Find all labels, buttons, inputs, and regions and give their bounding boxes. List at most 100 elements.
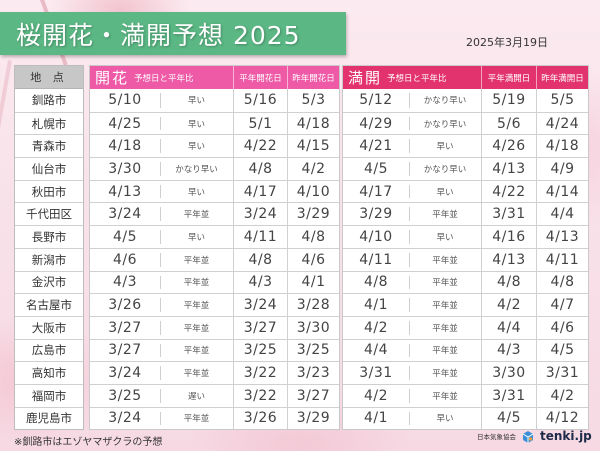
kaika-forecast-date: 5/10 [108, 92, 142, 109]
mankai-compare-normal: 早い [409, 135, 481, 157]
mankai-table-row: 4/8 平年並 4/8 4/8 [343, 270, 588, 294]
kaika-table-row: 4/5 早い 4/11 4/8 [90, 225, 339, 248]
kaika-normal-date: 4/22 [233, 135, 287, 158]
mankai-last-year-date: 4/5 [536, 339, 588, 362]
kaika-last-year-date: 4/8 [287, 226, 339, 248]
kaika-table-row: 4/18 早い 4/22 4/15 [90, 134, 339, 158]
kaika-forecast-date: 4/18 [108, 138, 142, 155]
kaika-compare-normal: 早い [160, 113, 233, 135]
kaika-normal-date: 4/11 [233, 226, 287, 248]
mankai-forecast-date: 4/5 [363, 160, 389, 177]
kaika-forecast-date: 4/5 [112, 228, 138, 245]
kaika-normal-date: 4/17 [233, 180, 287, 203]
kaika-compare-normal: かなり早い [160, 158, 233, 180]
kaika-forecast-date: 3/27 [108, 319, 142, 336]
kaika-forecast-date: 3/24 [108, 206, 142, 223]
location-cell: 広島市 [15, 338, 83, 362]
mankai-normal-date: 4/3 [481, 339, 536, 362]
cherry-branch-decoration [0, 60, 12, 179]
page-title: 桜開花・満開予想 2025 [16, 20, 301, 50]
mankai-last-year-date: 4/24 [536, 112, 588, 135]
kaika-forecast-date: 3/25 [108, 387, 142, 404]
mankai-header-normal: 平年満開日 [481, 66, 536, 89]
mankai-header-forecast: 満開 予想日と平年比 [343, 66, 481, 89]
mankai-normal-date: 4/4 [481, 316, 536, 339]
mankai-forecast-date: 4/10 [359, 228, 393, 245]
mankai-normal-date: 4/26 [481, 135, 536, 158]
footnote: ※釧路市はエゾヤマザクラの予想 [14, 437, 163, 448]
kaika-compare-normal: 平年並 [160, 294, 233, 316]
mankai-table-row: 4/10 早い 4/16 4/13 [343, 225, 588, 248]
location-cell: 福岡市 [15, 383, 83, 407]
location-cell: 秋田市 [15, 179, 83, 203]
mankai-header-last-year: 昨年満開日 [536, 66, 588, 89]
kaika-compare-normal: 平年並 [160, 317, 233, 339]
mankai-normal-date: 4/16 [481, 226, 536, 248]
kaika-table-row: 4/13 早い 4/17 4/10 [90, 179, 339, 203]
kaika-last-year-date: 4/15 [287, 135, 339, 158]
mankai-forecast-date: 4/11 [359, 251, 393, 268]
kaika-compare-normal: 平年並 [160, 340, 233, 362]
mankai-last-year-date: 4/13 [536, 226, 588, 248]
kaika-header-compare: 予想日と平年比 [134, 73, 194, 84]
location-cell: 金沢市 [15, 270, 83, 294]
kaika-normal-date: 3/22 [233, 362, 287, 384]
mankai-table-row: 5/12 かなり早い 5/19 5/5 [343, 89, 588, 112]
kaika-forecast-date: 3/24 [108, 365, 142, 382]
kaika-header-row: 開花 予想日と平年比 平年開花日 昨年開花日 [90, 66, 339, 89]
credit-brand: tenki.jp [540, 429, 592, 443]
kaika-header-last-year: 昨年開花日 [287, 66, 339, 89]
mankai-forecast-date: 5/12 [359, 92, 393, 109]
mankai-table-row: 4/1 早い 4/5 4/12 [343, 406, 588, 430]
mankai-compare-normal: 平年並 [409, 249, 481, 271]
kaika-last-year-date: 5/3 [287, 89, 339, 112]
mankai-table-row: 4/17 早い 4/22 4/14 [343, 179, 588, 203]
mankai-compare-normal: かなり早い [409, 113, 481, 135]
kaika-last-year-date: 4/6 [287, 248, 339, 271]
kaika-forecast-date: 4/13 [108, 183, 142, 200]
location-cell: 名古屋市 [15, 293, 83, 316]
kaika-normal-date: 4/8 [233, 158, 287, 180]
mankai-compare-normal: 早い [409, 181, 481, 203]
mankai-table-row: 4/21 早い 4/26 4/18 [343, 134, 588, 158]
kaika-normal-date: 4/3 [233, 271, 287, 294]
kaika-header-normal: 平年開花日 [233, 66, 287, 89]
kaika-last-year-date: 3/29 [287, 407, 339, 430]
kaika-table-row: 3/27 平年並 3/27 3/30 [90, 315, 339, 339]
location-cell: 札幌市 [15, 111, 83, 135]
mankai-compare-normal: 早い [409, 408, 481, 430]
kaika-normal-date: 4/8 [233, 248, 287, 271]
kaika-table: 開花 予想日と平年比 平年開花日 昨年開花日 5/10 早い 5/16 5/3 4/25… [89, 65, 340, 431]
mankai-normal-date: 4/22 [481, 180, 536, 203]
location-cell: 高知市 [15, 361, 83, 384]
mankai-last-year-date: 4/14 [536, 180, 588, 203]
kaika-last-year-date: 3/28 [287, 294, 339, 316]
mankai-normal-date: 4/13 [481, 248, 536, 271]
kaika-normal-date: 3/24 [233, 203, 287, 226]
mankai-last-year-date: 4/18 [536, 135, 588, 158]
kaika-normal-date: 3/24 [233, 294, 287, 316]
title-banner: 桜開花・満開予想 2025 [0, 12, 346, 55]
mankai-normal-date: 5/19 [481, 89, 536, 112]
kaika-table-row: 3/27 平年並 3/25 3/25 [90, 338, 339, 362]
kaika-normal-date: 3/22 [233, 384, 287, 407]
location-cell: 大阪市 [15, 315, 83, 339]
kaika-normal-date: 5/1 [233, 112, 287, 135]
mankai-last-year-date: 3/31 [536, 362, 588, 384]
mankai-last-year-date: 4/2 [536, 384, 588, 407]
mankai-compare-normal: 平年並 [409, 203, 481, 225]
kaika-table-row: 3/25 遅い 3/22 3/27 [90, 383, 339, 407]
mankai-last-year-date: 4/8 [536, 271, 588, 294]
mankai-forecast-date: 4/2 [363, 387, 389, 404]
mankai-last-year-date: 5/5 [536, 89, 588, 112]
kaika-compare-normal: 平年並 [160, 249, 233, 271]
kaika-forecast-date: 3/24 [108, 410, 142, 427]
mankai-forecast-date: 4/1 [363, 410, 389, 427]
mankai-table-row: 4/1 平年並 4/2 4/7 [343, 293, 588, 316]
mankai-last-year-date: 4/7 [536, 294, 588, 316]
location-cell: 長野市 [15, 225, 83, 248]
kaika-normal-date: 3/27 [233, 316, 287, 339]
kaika-last-year-date: 3/30 [287, 316, 339, 339]
kaika-forecast-date: 4/3 [112, 274, 138, 291]
mankai-normal-date: 5/6 [481, 112, 536, 135]
